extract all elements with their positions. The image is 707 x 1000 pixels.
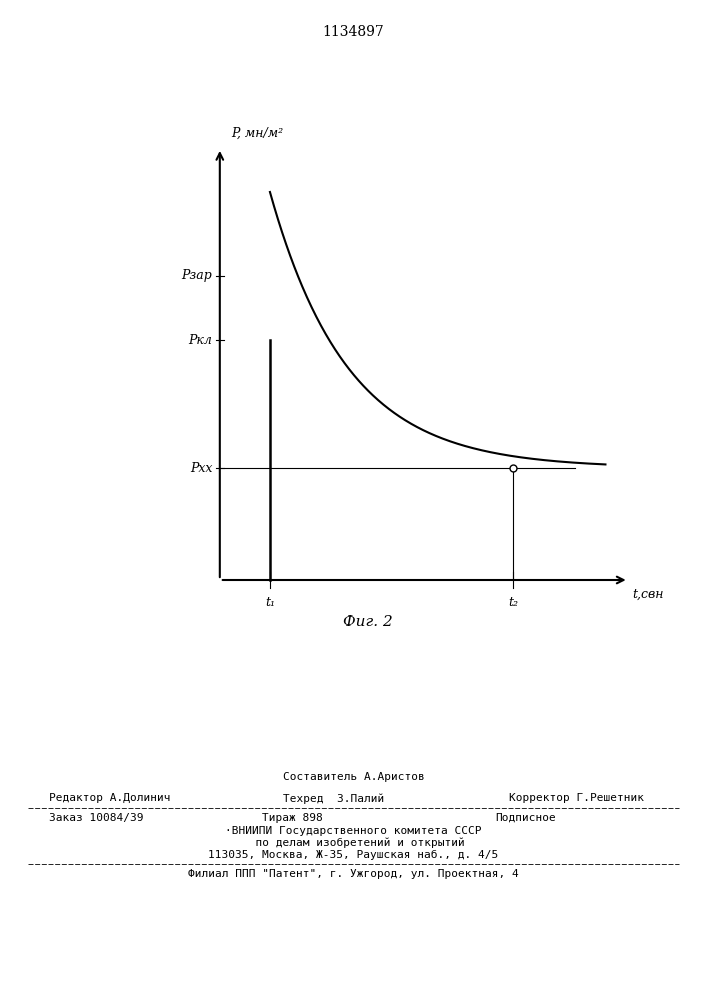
Text: ·ВНИИПИ Государственного комитета СССР: ·ВНИИПИ Государственного комитета СССР [226,826,481,836]
Text: Филиал ППП "Патент", г. Ужгород, ул. Проектная, 4: Филиал ППП "Патент", г. Ужгород, ул. Про… [188,869,519,879]
Text: Фиг. 2: Фиг. 2 [343,615,392,629]
Text: P, мн/м²: P, мн/м² [231,127,284,140]
Text: Pхх: Pхх [189,462,212,475]
Text: t,свн: t,свн [633,588,664,601]
Text: t₁: t₁ [265,596,275,609]
Text: Составитель А.Аристов: Составитель А.Аристов [283,772,424,782]
Text: Техред  З.Палий: Техред З.Палий [283,793,384,804]
Text: Редактор А.Долинич: Редактор А.Долинич [49,793,171,803]
Text: Pкл: Pкл [188,334,212,347]
Text: Тираж 898: Тираж 898 [262,813,322,823]
Text: по делам изобретений и открытий: по делам изобретений и открытий [242,838,465,848]
Text: 113035, Москва, Ж-35, Раушская наб., д. 4/5: 113035, Москва, Ж-35, Раушская наб., д. … [209,850,498,860]
Text: t₂: t₂ [508,596,518,609]
Text: Корректор Г.Решетник: Корректор Г.Решетник [509,793,644,803]
Text: 1134897: 1134897 [322,25,385,39]
Text: Pзар: Pзар [182,269,212,282]
Text: Заказ 10084/39: Заказ 10084/39 [49,813,144,823]
Text: Подписное: Подписное [495,813,556,823]
